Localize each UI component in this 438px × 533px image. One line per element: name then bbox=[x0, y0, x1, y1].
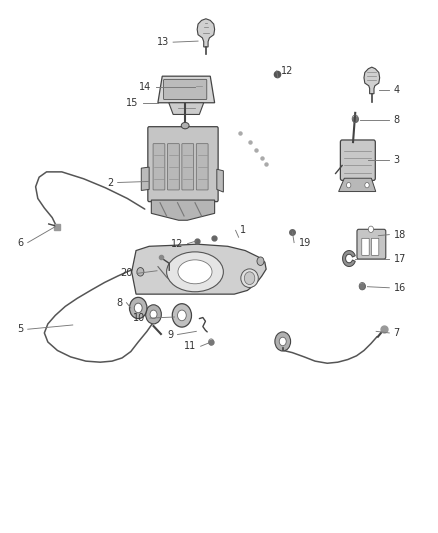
Circle shape bbox=[275, 332, 290, 351]
Circle shape bbox=[365, 182, 369, 188]
Text: 9: 9 bbox=[167, 329, 173, 340]
FancyBboxPatch shape bbox=[357, 229, 386, 259]
Circle shape bbox=[134, 303, 142, 313]
Text: 13: 13 bbox=[156, 37, 169, 47]
Text: 5: 5 bbox=[17, 324, 23, 334]
Polygon shape bbox=[217, 169, 223, 192]
Text: 15: 15 bbox=[126, 98, 138, 108]
Text: 3: 3 bbox=[394, 155, 400, 165]
Circle shape bbox=[368, 226, 374, 232]
Polygon shape bbox=[169, 103, 204, 115]
FancyBboxPatch shape bbox=[362, 238, 369, 255]
Text: 14: 14 bbox=[139, 82, 151, 92]
Text: 4: 4 bbox=[394, 85, 400, 95]
FancyBboxPatch shape bbox=[167, 144, 179, 190]
FancyBboxPatch shape bbox=[196, 144, 208, 190]
Circle shape bbox=[177, 310, 186, 321]
Text: 12: 12 bbox=[171, 239, 183, 248]
Circle shape bbox=[279, 337, 286, 346]
FancyBboxPatch shape bbox=[371, 238, 379, 255]
Polygon shape bbox=[158, 76, 215, 103]
Text: 6: 6 bbox=[17, 238, 23, 247]
Wedge shape bbox=[343, 251, 355, 266]
Circle shape bbox=[172, 304, 191, 327]
Text: 10: 10 bbox=[134, 313, 146, 323]
FancyBboxPatch shape bbox=[148, 127, 218, 201]
Circle shape bbox=[150, 310, 157, 319]
Text: 8: 8 bbox=[394, 115, 400, 125]
Polygon shape bbox=[364, 67, 380, 94]
Circle shape bbox=[257, 257, 264, 265]
Circle shape bbox=[346, 182, 351, 188]
Circle shape bbox=[130, 297, 147, 319]
Circle shape bbox=[146, 305, 161, 324]
Ellipse shape bbox=[181, 123, 189, 129]
Text: 20: 20 bbox=[120, 269, 133, 278]
Polygon shape bbox=[339, 178, 376, 191]
Polygon shape bbox=[141, 167, 149, 190]
Ellipse shape bbox=[178, 260, 212, 284]
Polygon shape bbox=[197, 19, 215, 47]
Text: 16: 16 bbox=[394, 283, 406, 293]
Text: 8: 8 bbox=[116, 297, 122, 308]
Ellipse shape bbox=[166, 252, 223, 292]
Polygon shape bbox=[132, 244, 266, 294]
Circle shape bbox=[137, 268, 144, 276]
Polygon shape bbox=[151, 200, 215, 220]
Text: 18: 18 bbox=[394, 230, 406, 240]
Text: 19: 19 bbox=[298, 238, 311, 247]
Text: 7: 7 bbox=[394, 328, 400, 338]
FancyBboxPatch shape bbox=[340, 140, 375, 180]
Text: 12: 12 bbox=[281, 66, 293, 76]
Text: 2: 2 bbox=[107, 177, 113, 188]
Text: 17: 17 bbox=[394, 254, 406, 263]
Circle shape bbox=[244, 272, 255, 285]
FancyBboxPatch shape bbox=[182, 144, 194, 190]
Ellipse shape bbox=[241, 269, 258, 287]
Text: 11: 11 bbox=[184, 341, 196, 351]
Text: 1: 1 bbox=[240, 225, 246, 236]
FancyBboxPatch shape bbox=[163, 79, 207, 100]
FancyBboxPatch shape bbox=[153, 144, 165, 190]
